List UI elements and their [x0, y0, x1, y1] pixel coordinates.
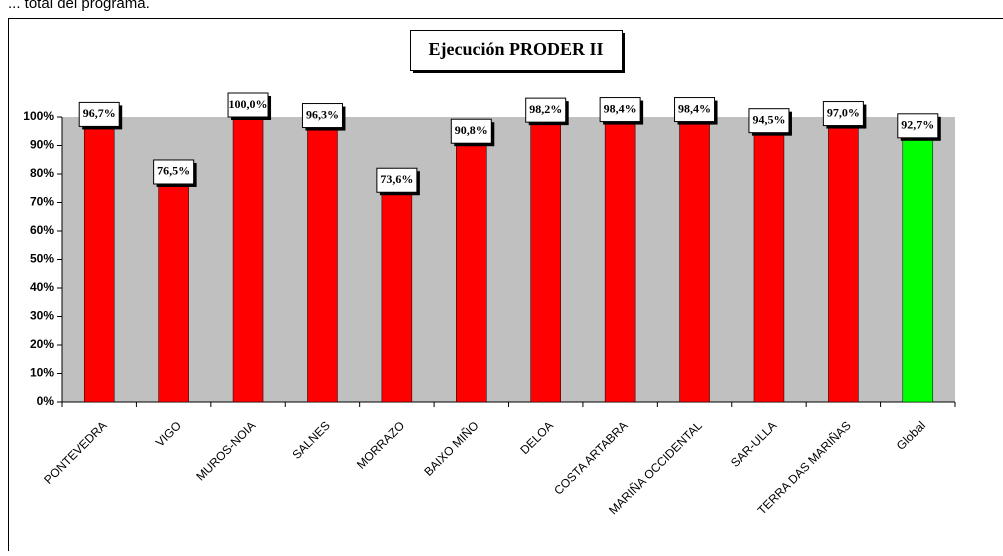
bar: [84, 126, 114, 402]
bar: [903, 138, 933, 402]
plot-area: [62, 117, 955, 402]
y-tick-label: 60%: [30, 223, 54, 237]
bar: [307, 128, 337, 402]
value-label: 96,3%: [306, 107, 339, 121]
bar: [828, 126, 858, 402]
bar: [233, 117, 263, 402]
bar: [605, 122, 635, 402]
y-tick-label: 90%: [30, 138, 54, 152]
value-label: 92,7%: [901, 118, 934, 132]
value-label: 98,4%: [604, 101, 637, 115]
chart-title: Ejecución PRODER II: [429, 39, 604, 59]
bar: [456, 143, 486, 402]
bar: [680, 122, 710, 402]
bar: [754, 133, 784, 402]
bar: [382, 192, 412, 402]
y-tick-label: 20%: [30, 337, 54, 351]
value-label: 90,8%: [455, 123, 488, 137]
header-text: ... total del programa.: [8, 0, 150, 12]
y-tick-label: 100%: [23, 109, 54, 123]
y-tick-label: 0%: [37, 394, 55, 408]
y-tick-label: 10%: [30, 366, 54, 380]
y-tick-label: 40%: [30, 280, 54, 294]
y-tick-label: 70%: [30, 195, 54, 209]
y-tick-label: 30%: [30, 309, 54, 323]
value-label: 73,6%: [380, 172, 413, 186]
value-label: 96,7%: [83, 106, 116, 120]
value-label: 98,4%: [678, 101, 711, 115]
value-label: 98,2%: [529, 102, 562, 116]
value-label: 76,5%: [157, 164, 190, 178]
bar: [159, 184, 189, 402]
bar: [531, 122, 561, 402]
y-tick-label: 50%: [30, 252, 54, 266]
value-label: 100,0%: [229, 97, 268, 111]
value-label: 97,0%: [827, 105, 860, 119]
y-tick-label: 80%: [30, 166, 54, 180]
value-label: 94,5%: [752, 112, 785, 126]
